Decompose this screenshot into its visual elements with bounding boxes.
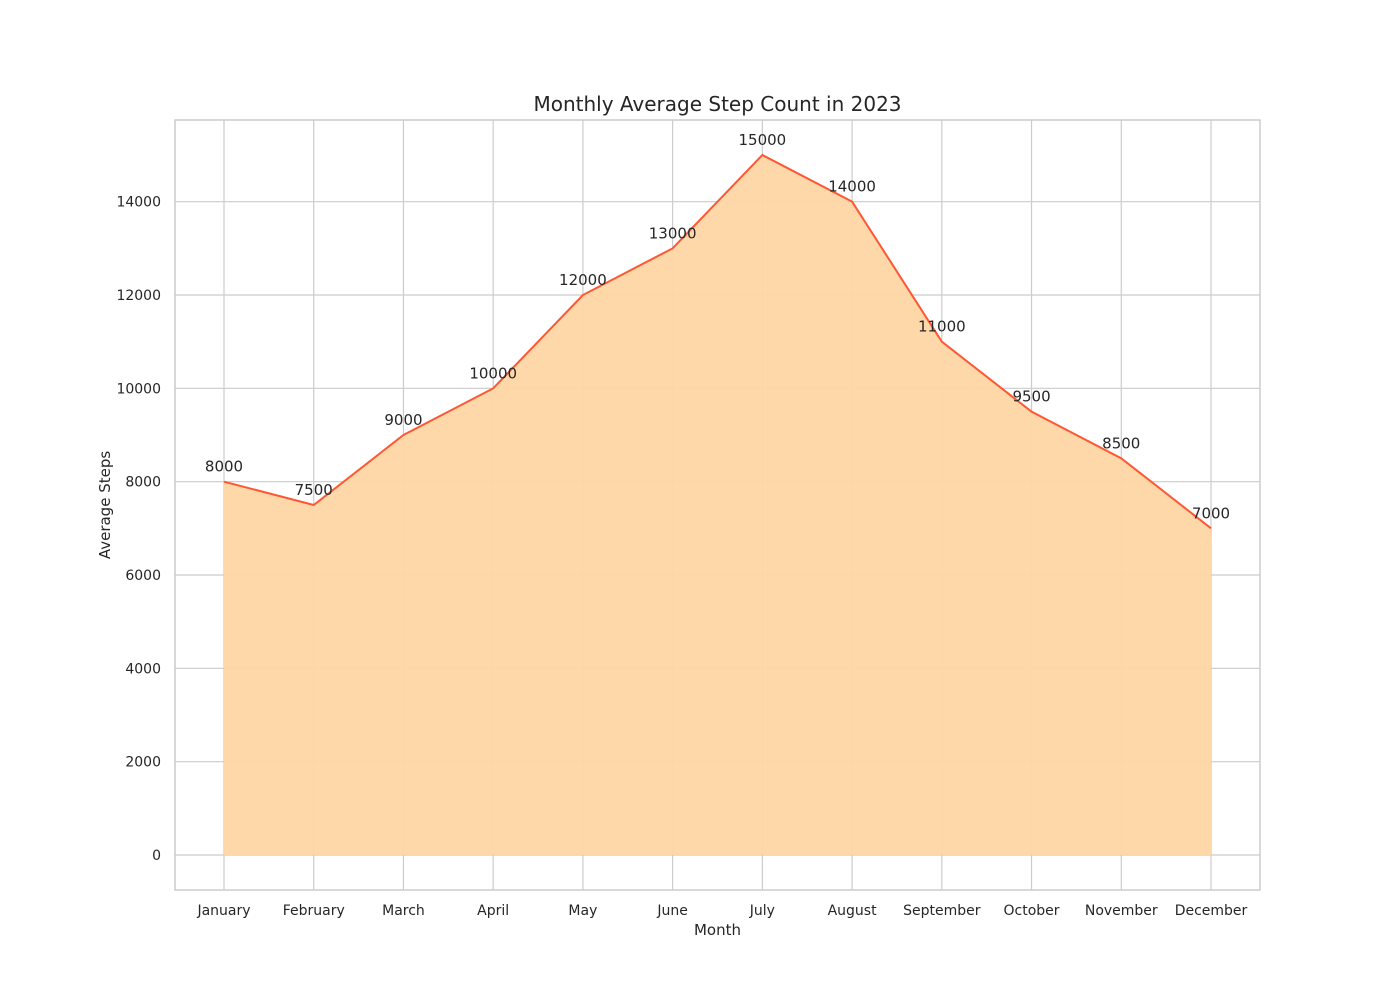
area-fill bbox=[224, 155, 1211, 855]
data-label: 14000 bbox=[828, 178, 876, 196]
x-tick-label: August bbox=[828, 903, 878, 919]
area-series bbox=[224, 155, 1211, 855]
data-label: 12000 bbox=[559, 271, 607, 289]
x-tick-label: October bbox=[1004, 903, 1060, 919]
x-axis-ticks: January February March April May June July Augu… bbox=[196, 903, 1247, 919]
data-label: 11000 bbox=[918, 318, 966, 336]
x-tick-label: June bbox=[656, 903, 688, 919]
x-tick-label: September bbox=[903, 903, 981, 919]
data-label: 9500 bbox=[1012, 388, 1050, 406]
y-tick-label: 14000 bbox=[116, 195, 161, 211]
data-label: 9000 bbox=[384, 411, 422, 429]
y-tick-label: 8000 bbox=[125, 475, 161, 491]
data-label: 15000 bbox=[739, 131, 787, 149]
data-label: 7000 bbox=[1192, 504, 1230, 522]
y-tick-label: 2000 bbox=[125, 755, 161, 771]
y-tick-label: 6000 bbox=[125, 568, 161, 584]
data-label: 7500 bbox=[295, 481, 333, 499]
x-tick-label: January bbox=[196, 903, 250, 919]
data-label: 8000 bbox=[205, 458, 243, 476]
y-tick-label: 0 bbox=[152, 848, 161, 864]
x-tick-label: May bbox=[568, 903, 597, 919]
x-tick-label: November bbox=[1085, 903, 1158, 919]
chart-title: Monthly Average Step Count in 2023 bbox=[533, 92, 901, 116]
x-tick-label: February bbox=[283, 903, 345, 919]
data-label: 13000 bbox=[649, 224, 697, 242]
x-tick-label: December bbox=[1175, 903, 1248, 919]
y-tick-label: 10000 bbox=[116, 381, 161, 397]
data-label: 10000 bbox=[469, 364, 517, 382]
y-axis-ticks: 0 2000 4000 6000 8000 10000 12000 14000 bbox=[116, 195, 161, 864]
y-tick-label: 12000 bbox=[116, 288, 161, 304]
data-label: 8500 bbox=[1102, 434, 1140, 452]
x-tick-label: July bbox=[749, 903, 775, 919]
y-tick-label: 4000 bbox=[125, 661, 161, 677]
y-axis-label: Average Steps bbox=[96, 451, 114, 560]
x-tick-label: March bbox=[382, 903, 425, 919]
x-tick-label: April bbox=[477, 903, 509, 919]
x-axis-label: Month bbox=[694, 921, 741, 939]
